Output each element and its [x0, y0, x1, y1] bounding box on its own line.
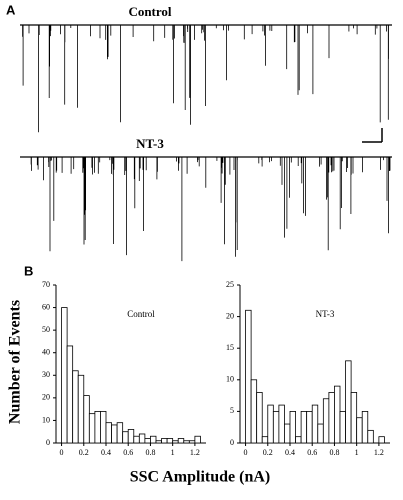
bar [361, 410, 369, 444]
x-tick-label: 0.8 [145, 448, 155, 457]
x-tick-label: 0 [244, 448, 248, 457]
bar [367, 429, 374, 444]
x-tick-label: 0.8 [329, 448, 339, 457]
bar [66, 345, 74, 444]
y-tick-label: 0 [230, 438, 234, 447]
bar [328, 392, 335, 444]
bar [100, 410, 107, 444]
bar [345, 360, 352, 444]
trace-events [30, 157, 391, 262]
bar [144, 438, 151, 444]
bar [77, 374, 85, 444]
bar [245, 309, 252, 444]
bar [289, 410, 296, 444]
bar [166, 438, 174, 444]
bar [317, 423, 324, 444]
bar [322, 398, 330, 444]
x-tick-label: 0.4 [101, 448, 111, 457]
bar [295, 436, 302, 444]
bar [161, 438, 168, 444]
y-tick-label: 60 [42, 302, 50, 311]
bar [172, 440, 179, 444]
y-tick-label: 20 [42, 393, 50, 402]
trace-events [22, 25, 389, 133]
annotation: NT-3 [316, 309, 335, 319]
bar [61, 307, 68, 444]
bar [250, 379, 258, 444]
x-tick-label: 1.2 [374, 448, 384, 457]
y-axis-label: Number of Events [7, 300, 24, 424]
y-tick-label: 10 [226, 375, 234, 384]
bar [94, 410, 101, 444]
y-tick-label: 20 [226, 311, 234, 320]
bar [72, 370, 79, 444]
x-tick-label: 1.2 [190, 448, 200, 457]
bar [267, 404, 274, 444]
bar [116, 422, 124, 444]
bar [378, 436, 385, 444]
bar [127, 429, 135, 444]
bar [350, 392, 358, 444]
x-axis-label: SSC Amplitude (nA) [130, 469, 270, 486]
x-tick-label: 1 [355, 448, 359, 457]
bar [356, 417, 363, 444]
x-tick-label: 0.6 [123, 448, 133, 457]
bar [334, 385, 341, 444]
bar [133, 435, 140, 444]
bar [150, 435, 157, 444]
bar [155, 440, 162, 444]
y-tick-label: 70 [42, 280, 50, 289]
x-tick-label: 0.4 [285, 448, 295, 457]
bar [306, 410, 313, 444]
bar [177, 438, 185, 444]
bar [278, 404, 285, 444]
bar [183, 440, 190, 444]
trace-label: Control [128, 4, 171, 19]
y-tick-label: 10 [42, 415, 50, 424]
y-tick-label: 15 [226, 343, 234, 352]
bar [194, 435, 201, 444]
y-tick-label: 0 [46, 438, 50, 447]
x-tick-label: 1 [171, 448, 175, 457]
x-tick-label: 0.2 [79, 448, 89, 457]
bar [88, 413, 96, 444]
bar [111, 424, 118, 444]
trace-label: NT-3 [136, 136, 164, 151]
bar [261, 436, 269, 444]
panel-label: B [24, 263, 33, 278]
y-tick-label: 30 [42, 370, 50, 379]
bar [300, 410, 308, 444]
bar [311, 404, 319, 444]
y-tick-label: 5 [230, 406, 234, 415]
bar [188, 440, 196, 444]
x-tick-label: 0.2 [263, 448, 273, 457]
bar [105, 422, 112, 444]
bar [138, 433, 146, 444]
bar [284, 423, 291, 444]
x-tick-label: 0 [60, 448, 64, 457]
annotation: Control [127, 309, 155, 319]
bar [272, 410, 280, 444]
bar [83, 395, 90, 444]
y-tick-label: 40 [42, 348, 50, 357]
bar [256, 392, 263, 444]
y-tick-label: 25 [226, 280, 234, 289]
x-tick-label: 0.6 [307, 448, 317, 457]
bar [122, 431, 129, 444]
y-tick-label: 50 [42, 325, 50, 334]
bar [339, 410, 346, 444]
panel-label: A [6, 2, 16, 17]
